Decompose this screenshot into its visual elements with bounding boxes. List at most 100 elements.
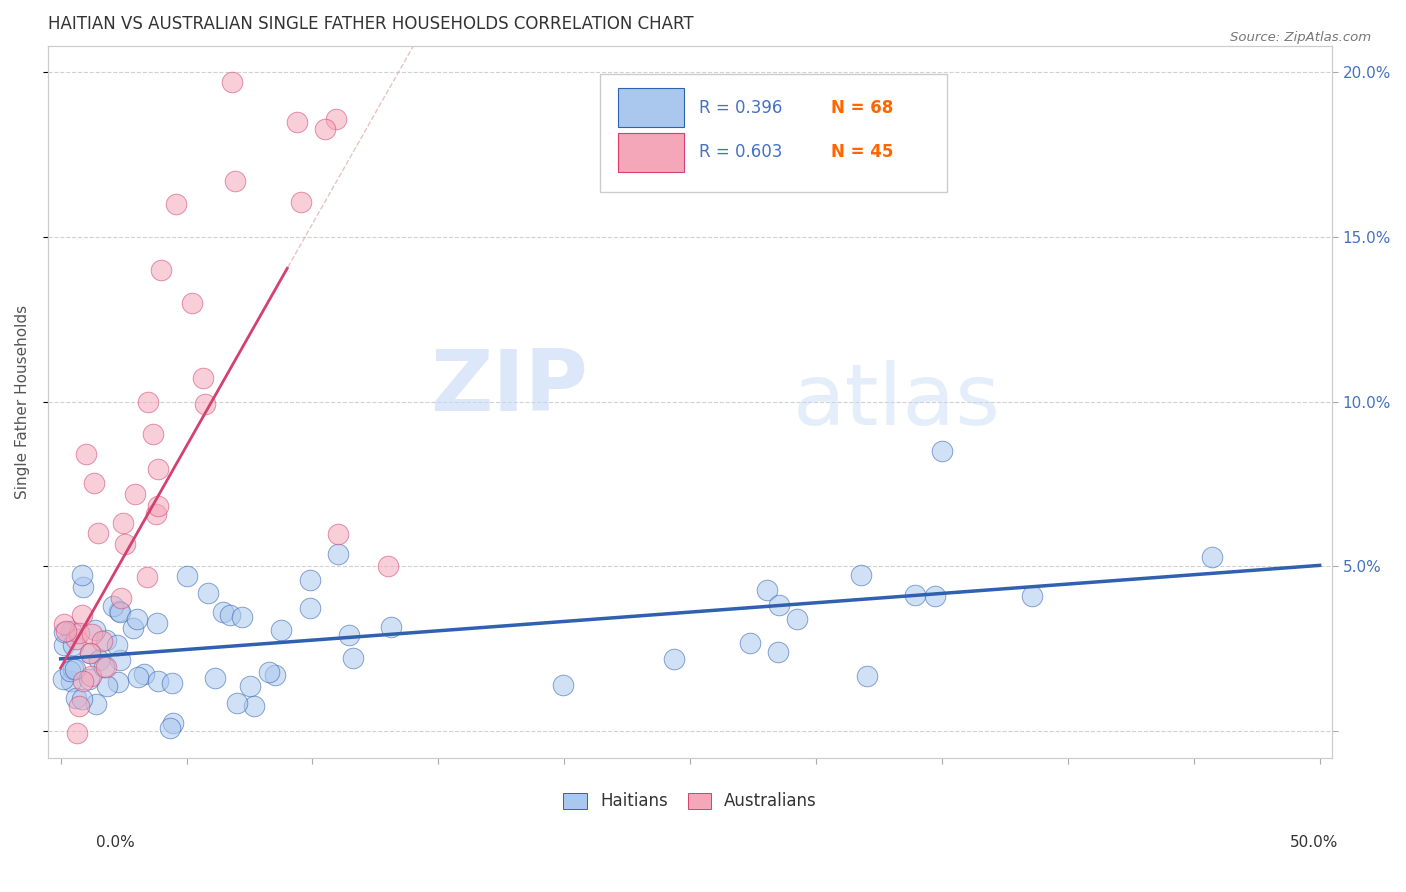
Point	[221, 75, 243, 89]
Point	[145, 508, 167, 522]
Point	[56, 773, 79, 788]
Point	[108, 606, 131, 620]
Point	[96, 660, 118, 674]
Point	[67, 626, 90, 640]
Point	[62, 638, 84, 652]
Point	[856, 668, 879, 682]
Point	[72, 691, 94, 706]
Point	[93, 660, 115, 674]
Point	[325, 112, 347, 127]
Point	[180, 295, 202, 310]
Text: 0.0%: 0.0%	[96, 836, 135, 850]
Point	[377, 559, 399, 574]
Point	[226, 696, 249, 710]
Point	[101, 599, 124, 613]
Point	[218, 608, 240, 623]
Point	[59, 773, 82, 788]
Point	[342, 650, 364, 665]
Point	[90, 634, 112, 648]
Point	[551, 678, 574, 692]
Point	[204, 671, 226, 685]
Point	[60, 624, 83, 638]
Point	[110, 591, 132, 606]
Point	[65, 726, 87, 740]
Text: N = 68: N = 68	[831, 99, 894, 117]
Text: 50.0%: 50.0%	[1291, 836, 1339, 850]
Point	[270, 623, 292, 637]
Point	[1201, 550, 1223, 565]
Point	[80, 627, 103, 641]
Point	[63, 661, 86, 675]
Point	[65, 632, 87, 646]
Point	[166, 197, 188, 211]
Point	[62, 662, 84, 676]
Point	[298, 573, 321, 587]
Point	[94, 632, 117, 647]
Point	[84, 623, 107, 637]
FancyBboxPatch shape	[619, 88, 683, 127]
Y-axis label: Single Father Households: Single Father Households	[15, 304, 30, 499]
Point	[84, 697, 107, 711]
Point	[122, 621, 145, 635]
Point	[224, 174, 246, 188]
Point	[285, 115, 308, 129]
Point	[53, 638, 76, 652]
Point	[59, 664, 82, 678]
Text: ZIP: ZIP	[430, 346, 588, 429]
Point	[107, 604, 129, 618]
Point	[146, 674, 169, 689]
Point	[124, 487, 146, 501]
Point	[75, 447, 97, 461]
Text: Source: ZipAtlas.com: Source: ZipAtlas.com	[1230, 31, 1371, 45]
Point	[298, 600, 321, 615]
Point	[66, 772, 89, 787]
Point	[55, 624, 77, 639]
Point	[72, 568, 94, 582]
Point	[755, 582, 778, 597]
Point	[148, 462, 170, 476]
Point	[194, 397, 217, 411]
Point	[197, 586, 219, 600]
Point	[87, 526, 110, 541]
Point	[290, 194, 312, 209]
Point	[786, 612, 808, 626]
Point	[931, 444, 953, 458]
Point	[738, 636, 761, 650]
Text: R = 0.603: R = 0.603	[699, 144, 783, 161]
Point	[264, 668, 287, 682]
Point	[110, 653, 132, 667]
Legend: Haitians, Australians: Haitians, Australians	[557, 786, 824, 817]
Point	[849, 568, 872, 582]
Point	[231, 610, 253, 624]
Point	[664, 652, 686, 666]
Point	[193, 371, 215, 385]
Point	[924, 590, 946, 604]
Point	[67, 699, 90, 714]
Text: N = 45: N = 45	[831, 144, 894, 161]
Point	[79, 647, 101, 661]
Point	[146, 499, 169, 513]
Point	[243, 698, 266, 713]
Point	[766, 645, 789, 659]
Point	[159, 721, 181, 735]
Point	[114, 537, 136, 551]
Point	[132, 666, 155, 681]
Point	[259, 665, 281, 679]
Point	[136, 570, 159, 584]
Point	[142, 426, 165, 441]
FancyBboxPatch shape	[600, 74, 948, 192]
Point	[53, 616, 76, 631]
Point	[125, 612, 148, 626]
Point	[70, 608, 93, 623]
Point	[112, 516, 135, 531]
Point	[56, 773, 79, 788]
Point	[904, 588, 927, 602]
Text: atlas: atlas	[793, 360, 1001, 443]
Point	[768, 598, 790, 612]
Point	[107, 675, 129, 690]
Point	[127, 670, 149, 684]
Point	[176, 569, 198, 583]
Point	[79, 646, 101, 660]
Text: HAITIAN VS AUSTRALIAN SINGLE FATHER HOUSEHOLDS CORRELATION CHART: HAITIAN VS AUSTRALIAN SINGLE FATHER HOUS…	[48, 15, 693, 33]
Point	[326, 547, 349, 561]
